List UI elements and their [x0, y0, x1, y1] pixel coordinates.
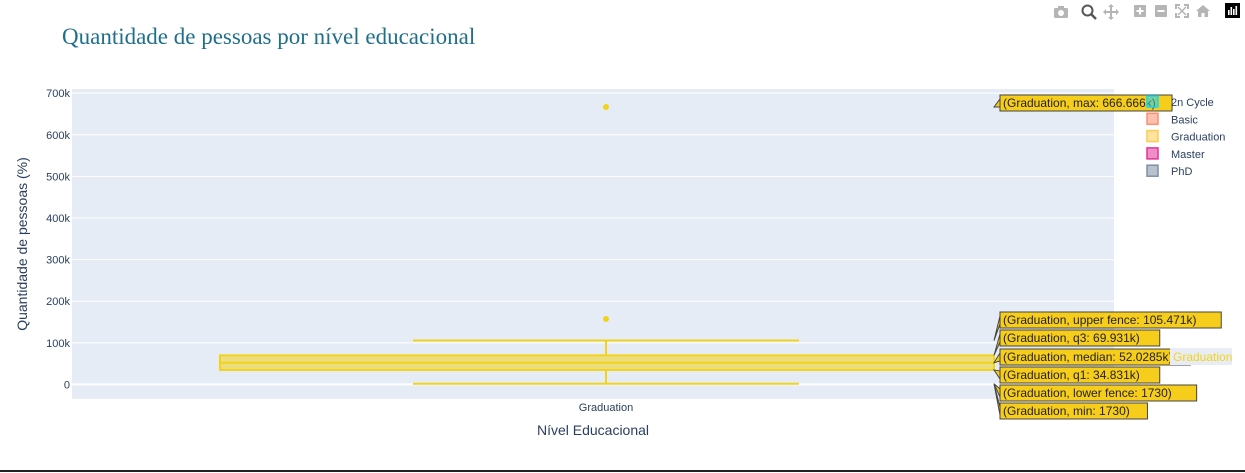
bottom-border: [0, 470, 1245, 472]
zoom-out-icon[interactable]: [1153, 3, 1169, 19]
hover-label-text: (Graduation, min: 1730): [1003, 404, 1130, 418]
outlier-point[interactable]: [603, 104, 609, 111]
hover-label-text: (Graduation, q1: 34.831k): [1003, 368, 1140, 382]
zoom-in-icon[interactable]: [1132, 3, 1148, 19]
y-tick-label: 300k: [46, 255, 70, 267]
legend-label: Basic: [1171, 114, 1198, 126]
y-tick-label: 700k: [46, 88, 70, 100]
legend-swatch: [1146, 147, 1159, 160]
y-tick-labels: 0 100k 200k 300k 400k 500k 600k 700k: [46, 88, 70, 391]
hover-label: (Graduation, q1: 34.831k): [992, 366, 1161, 384]
hover-label-text: (Graduation, max: 666.666k): [1003, 96, 1156, 110]
y-tick-label: 100k: [46, 338, 70, 350]
legend-label: Master: [1171, 149, 1205, 161]
y-tick-label: 500k: [46, 171, 70, 183]
box-traces[interactable]: [219, 104, 995, 385]
x-axis-title: Nível Educacional: [537, 422, 649, 438]
hover-label-text: (Graduation, upper fence: 105.471k): [1003, 313, 1196, 327]
legend-swatch: [1146, 129, 1159, 143]
hover-label: (Graduation, upper fence: 105.471k): [993, 311, 1222, 341]
legend-label: PhD: [1171, 166, 1192, 178]
hover-label-box: [999, 366, 1161, 384]
outlier-point[interactable]: [603, 316, 609, 323]
y-tick-label: 0: [64, 379, 70, 391]
hover-label: (Graduation, lower fence: 1730): [993, 383, 1198, 402]
legend[interactable]: 2n Cycle Basic Graduation Master PhD: [1146, 95, 1225, 178]
legend-swatch: [1146, 112, 1159, 126]
y-axis-title: Quantidade de pessoas (%): [14, 157, 30, 331]
legend-item-phd[interactable]: PhD: [1146, 164, 1192, 178]
legend-item-graduation[interactable]: Graduation: [1146, 129, 1225, 144]
y-tick-label: 400k: [46, 213, 70, 225]
box-trace-graduation[interactable]: [219, 104, 995, 385]
hover-label-text: (Graduation, median: 52.0285k): [1003, 350, 1172, 364]
legend-label: 2n Cycle: [1171, 97, 1214, 109]
legend-label: Graduation: [1171, 132, 1225, 144]
legend-swatch: [1146, 164, 1159, 177]
hover-trace-label: Graduation: [1170, 348, 1232, 365]
hover-label: (Graduation, min: 1730): [993, 383, 1148, 420]
hover-label: (Graduation, median: 52.0285k): [992, 348, 1191, 366]
y-tick-label: 200k: [46, 296, 70, 308]
legend-swatch: [1146, 95, 1159, 108]
plot-background: [72, 89, 1114, 399]
zoom-icon[interactable]: [1080, 3, 1098, 21]
chart-title: Quantidade de pessoas por nível educacio…: [62, 24, 475, 49]
x-tick-label-graduation: Graduation: [579, 402, 633, 414]
home-icon[interactable]: [1195, 3, 1211, 19]
autoscale-icon[interactable]: [1174, 3, 1190, 19]
hover-labels: (Graduation, max: 666.666k) (Graduation, …: [992, 94, 1232, 420]
legend-item-master[interactable]: Master: [1146, 147, 1205, 161]
pan-icon[interactable]: [1102, 3, 1120, 21]
hover-label-box: [999, 311, 1222, 329]
hover-trace-label-bg: [1170, 348, 1232, 365]
hover-label-box: [999, 329, 1161, 347]
legend-item-basic[interactable]: Basic: [1146, 112, 1198, 126]
hover-label-text: (Graduation, q3: 69.931k): [1003, 331, 1140, 345]
hover-trace-label-text: Graduation: [1173, 350, 1232, 364]
camera-icon[interactable]: [1052, 3, 1070, 21]
legend-item-2n-cycle[interactable]: 2n Cycle: [1146, 95, 1214, 109]
plotly-logo-icon[interactable]: [1225, 3, 1240, 18]
hover-label: (Graduation, max: 666.666k): [992, 94, 1173, 112]
hover-label-text: (Graduation, lower fence: 1730): [1003, 386, 1172, 400]
hover-label-box: [999, 402, 1148, 420]
hover-label: (Graduation, q3: 69.931k): [993, 329, 1161, 356]
y-tick-label: 600k: [46, 130, 70, 142]
hover-label-box: [999, 384, 1198, 402]
hover-label-box: [999, 94, 1173, 112]
